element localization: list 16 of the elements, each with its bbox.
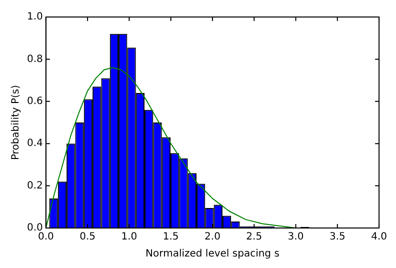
x-tick-label: 3.5 (329, 232, 346, 243)
x-tick-label: 1.0 (121, 232, 138, 243)
x-tick-label: 1.5 (162, 232, 179, 243)
x-tick-label: 3.0 (288, 232, 304, 243)
x-tick-label: 2.0 (204, 232, 220, 243)
y-axis-title: Probability P(s) (10, 84, 22, 160)
y-tick-label: 0.4 (26, 138, 43, 150)
x-tick-label: 4.0 (371, 232, 387, 243)
x-tick-label: 0.0 (38, 232, 54, 243)
x-axis-title: Normalized level spacing s (146, 248, 280, 260)
x-tick-label: 2.5 (246, 232, 262, 243)
y-tick-label: 0.8 (26, 54, 43, 65)
y-tick-label: 0.6 (26, 96, 43, 107)
y-tick-label: 0.2 (26, 180, 43, 192)
x-tick-label: 0.5 (80, 232, 96, 243)
y-tick-label: 1.0 (26, 12, 43, 23)
